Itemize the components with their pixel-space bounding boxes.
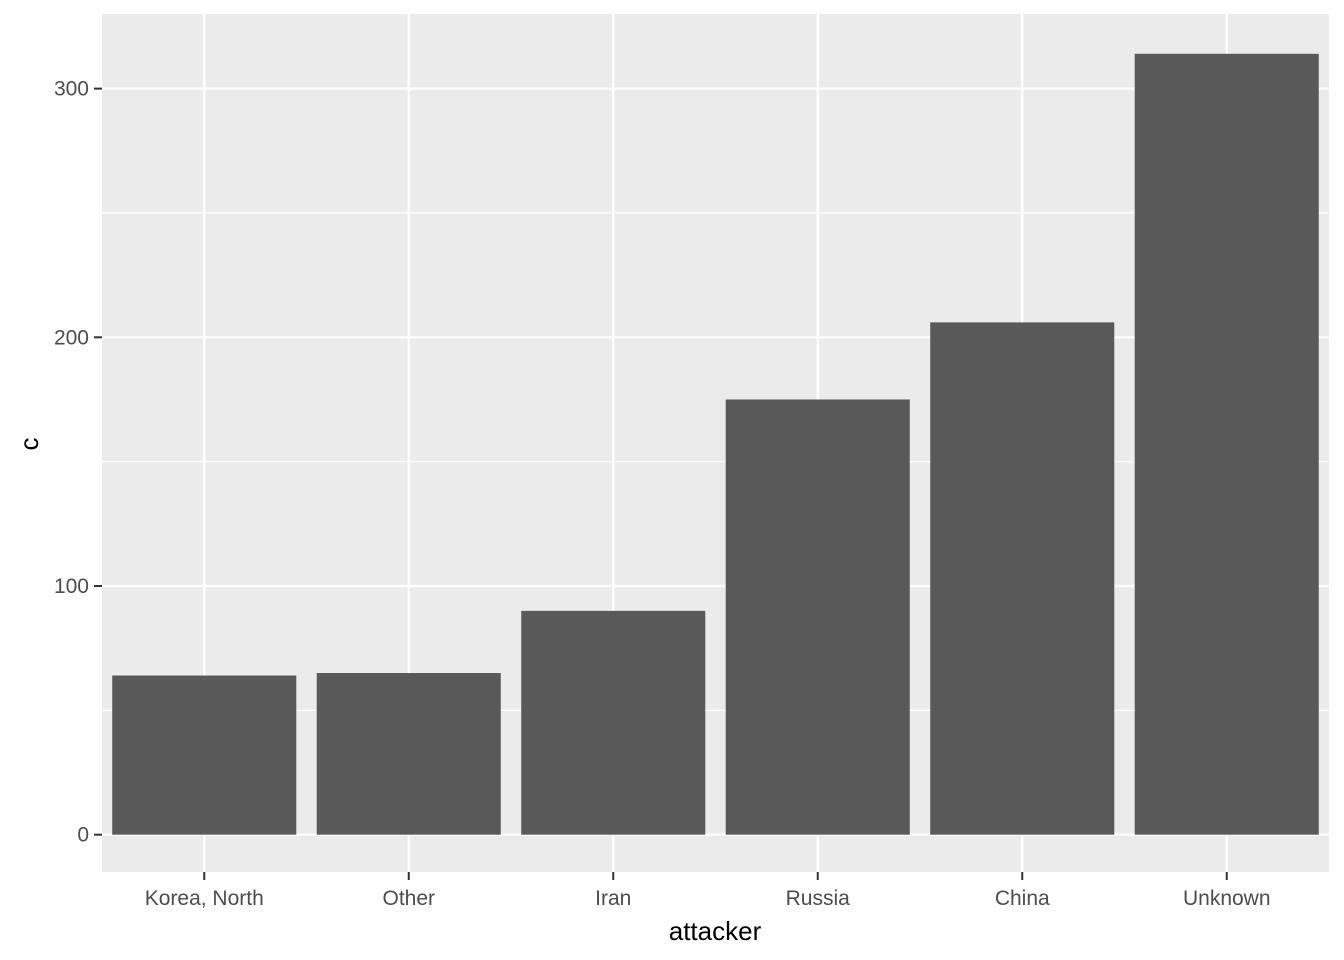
x-tick-label: Other [382, 887, 435, 910]
y-tick-label: 0 [77, 824, 89, 847]
y-axis-title: c [14, 438, 44, 451]
x-tick-label: Korea, North [145, 887, 264, 910]
y-tick-label: 300 [54, 78, 89, 101]
x-axis-title: attacker [669, 916, 762, 946]
bar-russia [725, 399, 910, 835]
x-tick-label: Unknown [1183, 887, 1271, 910]
bar-unknown [1134, 53, 1319, 835]
bar-other [316, 673, 501, 835]
bars [112, 53, 1319, 835]
x-axis: Korea, North Other Iran Russia China Unknown [145, 872, 1271, 910]
x-tick-label: Russia [786, 887, 851, 910]
y-axis: 0 100 200 300 [54, 78, 102, 847]
plot-panel [102, 14, 1329, 872]
bar-china [930, 322, 1115, 835]
x-tick-label: China [995, 887, 1050, 910]
x-tick-label: Iran [595, 887, 631, 910]
minor-gridlines [102, 212, 1329, 711]
bar-iran [521, 610, 706, 835]
bar-korea-north [112, 675, 297, 835]
y-tick-label: 200 [54, 326, 89, 349]
y-tick-label: 100 [54, 575, 89, 598]
